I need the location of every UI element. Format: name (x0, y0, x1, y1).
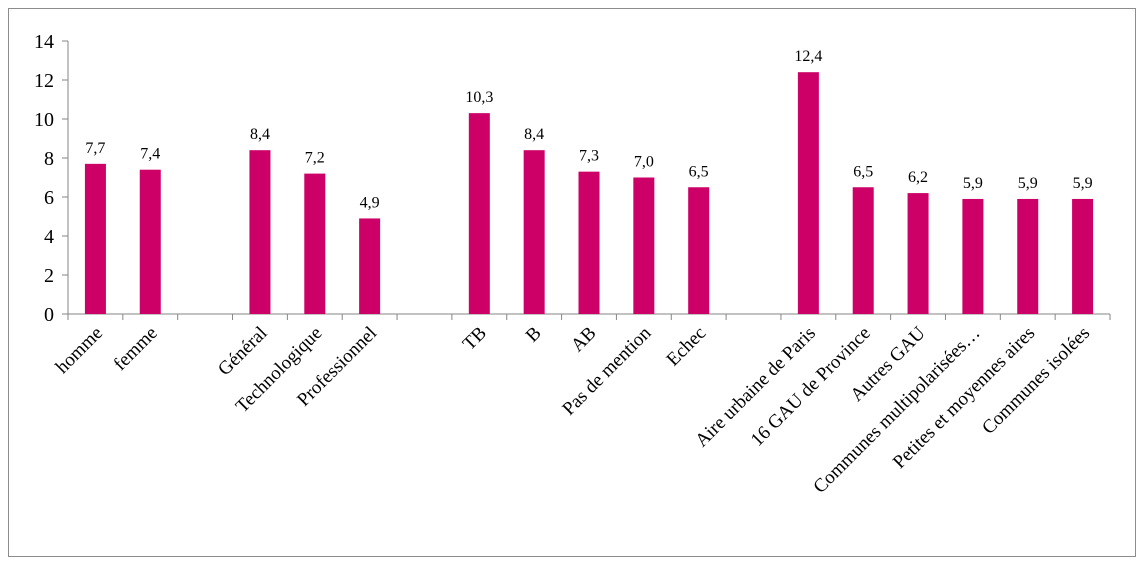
bar (633, 177, 655, 314)
y-tick-label: 6 (44, 187, 54, 209)
bar (139, 169, 161, 314)
bar (797, 72, 819, 314)
data-label: 7,3 (579, 148, 599, 165)
bar (249, 150, 271, 314)
labels: 7,7homme7,4femme8,4Général7,2Technologiq… (52, 48, 1094, 497)
category-label: femme (110, 323, 162, 375)
data-label: 7,0 (634, 154, 654, 171)
data-label: 4,9 (360, 194, 380, 211)
data-label: 6,5 (689, 163, 709, 180)
y-tick-label: 0 (44, 304, 54, 326)
bar (304, 173, 326, 314)
y-tick-label: 4 (44, 226, 54, 248)
category-label: homme (52, 323, 107, 378)
bar (84, 163, 106, 314)
y-tick-label: 14 (34, 31, 54, 53)
y-tick-label: 2 (44, 265, 54, 287)
bar (907, 193, 929, 314)
bar (852, 187, 874, 314)
category-label: TB (459, 323, 491, 355)
data-label: 5,9 (1073, 175, 1093, 192)
bar (523, 150, 545, 314)
data-label: 5,9 (963, 175, 983, 192)
bar (468, 113, 490, 315)
data-label: 5,9 (1018, 175, 1038, 192)
bars (84, 72, 1094, 315)
category-label: AB (567, 323, 601, 357)
category-label: B (522, 323, 546, 347)
y-tick-label: 8 (44, 148, 54, 170)
data-label: 10,3 (465, 89, 493, 106)
axes: 0 2 4 6 8 10 12 14 (34, 31, 1111, 326)
y-tick-label: 12 (34, 70, 54, 92)
bar (1017, 198, 1039, 314)
category-label: Echec (663, 323, 711, 371)
data-label: 6,2 (908, 169, 928, 186)
data-label: 7,2 (305, 150, 325, 167)
y-tick-label: 10 (34, 109, 54, 131)
bar (359, 218, 381, 314)
data-label: 8,4 (524, 126, 544, 143)
data-label: 7,7 (85, 140, 105, 157)
bar (962, 198, 984, 314)
chart-frame (8, 8, 1136, 557)
bar (688, 187, 710, 314)
data-label: 7,4 (140, 146, 160, 163)
bar (578, 171, 600, 314)
data-label: 6,5 (853, 163, 873, 180)
data-label: 12,4 (794, 48, 822, 65)
data-label: 8,4 (250, 126, 270, 143)
bar (1072, 198, 1094, 314)
